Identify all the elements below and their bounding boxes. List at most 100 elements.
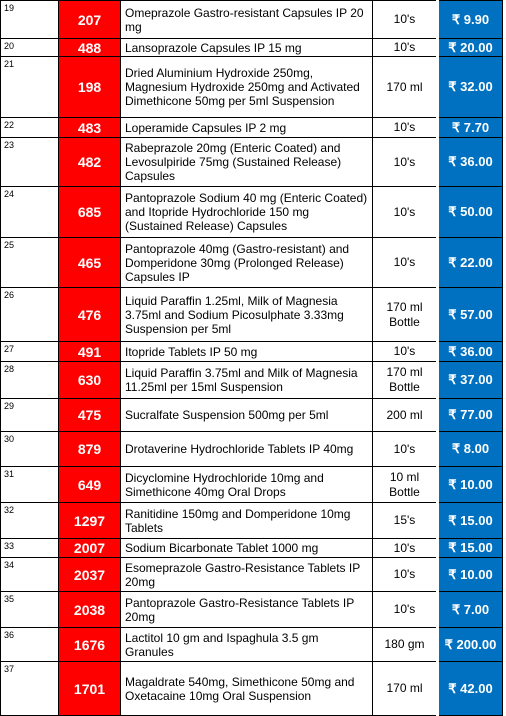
price: ₹ 7.70 — [436, 117, 503, 138]
pack-size: 10's — [372, 237, 438, 288]
pack-size: 10's — [372, 117, 438, 138]
pack-size: 10 ml Bottle — [372, 466, 438, 503]
row-number: 21 — [0, 56, 59, 118]
product-code: 879 — [58, 431, 121, 467]
table-row: 19 207 Omeprazole Gastro-resistant Capsule… — [0, 0, 503, 39]
product-code: 1701 — [58, 661, 121, 716]
price: ₹ 8.00 — [436, 431, 503, 467]
pack-size: 170 ml — [372, 56, 438, 118]
row-number: 30 — [0, 431, 59, 467]
product-name: Dried Aluminium Hydroxide 250mg, Magnesi… — [120, 56, 373, 118]
row-number: 29 — [0, 398, 59, 432]
pack-size: 10's — [372, 186, 438, 238]
price: ₹ 20.00 — [436, 38, 503, 57]
product-name: Sucralfate Suspension 500mg per 5ml — [120, 398, 373, 432]
pack-size: 10's — [372, 137, 438, 187]
pack-size: 10's — [372, 591, 438, 628]
price: ₹ 200.00 — [436, 627, 503, 662]
price: ₹ 10.00 — [436, 557, 503, 592]
row-number: 25 — [0, 237, 59, 288]
table-row: 23 482 Rabeprazole 20mg (Enteric Coated) a… — [0, 137, 503, 187]
product-code: 488 — [58, 38, 121, 57]
table-row: 36 1676 Lactitol 10 gm and Ispaghula 3.5 g… — [0, 627, 503, 662]
row-number: 35 — [0, 591, 59, 628]
row-number: 33 — [0, 538, 59, 558]
pack-size: 10's — [372, 341, 438, 362]
product-code: 630 — [58, 361, 121, 399]
table-row: 37 1701 Magaldrate 540mg, Simethicone 50mg… — [0, 661, 503, 716]
product-name: Pantoprazole Sodium 40 mg (Enteric Coate… — [120, 186, 373, 238]
price: ₹ 22.00 — [436, 237, 503, 288]
row-number: 27 — [0, 341, 59, 362]
product-code: 685 — [58, 186, 121, 238]
table-row: 33 2007 Sodium Bicarbonate Tablet 1000 mg 1… — [0, 538, 503, 558]
row-number: 23 — [0, 137, 59, 187]
price: ₹ 10.00 — [436, 466, 503, 503]
table-row: 29 475 Sucralfate Suspension 500mg per 5ml… — [0, 398, 503, 432]
table-row: 22 483 Loperamide Capsules IP 2 mg 10's ₹ 7.… — [0, 117, 503, 138]
product-code: 1297 — [58, 502, 121, 539]
price: ₹ 15.00 — [436, 538, 503, 558]
table-row: 32 1297 Ranitidine 150mg and Domperidone 1… — [0, 502, 503, 539]
row-number: 24 — [0, 186, 59, 238]
pack-size: 10's — [372, 557, 438, 592]
pack-size: 10's — [372, 0, 438, 39]
product-name: Omeprazole Gastro-resistant Capsules IP … — [120, 0, 373, 39]
price: ₹ 36.00 — [436, 137, 503, 187]
product-code: 476 — [58, 287, 121, 342]
table-row: 24 685 Pantoprazole Sodium 40 mg (Enteric … — [0, 186, 503, 238]
product-code: 198 — [58, 56, 121, 118]
product-code: 465 — [58, 237, 121, 288]
product-code: 649 — [58, 466, 121, 503]
product-name: Lansoprazole Capsules IP 15 mg — [120, 38, 373, 57]
product-name: Itopride Tablets IP 50 mg — [120, 341, 373, 362]
row-number: 22 — [0, 117, 59, 138]
row-number: 36 — [0, 627, 59, 662]
product-code: 475 — [58, 398, 121, 432]
pack-size: 170 ml Bottle — [372, 287, 438, 342]
row-number: 20 — [0, 38, 59, 57]
pack-size: 10's — [372, 38, 438, 57]
row-number: 37 — [0, 661, 59, 716]
price: ₹ 32.00 — [436, 56, 503, 118]
table-row: 31 649 Dicyclomine Hydrochloride 10mg and … — [0, 466, 503, 503]
table-row: 27 491 Itopride Tablets IP 50 mg 10's ₹ 36.0… — [0, 341, 503, 362]
row-number: 34 — [0, 557, 59, 592]
product-name: Magaldrate 540mg, Simethicone 50mg and O… — [120, 661, 373, 716]
pack-size: 10's — [372, 538, 438, 558]
pack-size: 170 ml Bottle — [372, 361, 438, 399]
product-name: Drotaverine Hydrochloride Tablets IP 40m… — [120, 431, 373, 467]
table-row: 35 2038 Pantoprazole Gastro-Resistance Tab… — [0, 591, 503, 628]
product-code: 2038 — [58, 591, 121, 628]
price: ₹ 50.00 — [436, 186, 503, 238]
pack-size: 200 ml — [372, 398, 438, 432]
product-code: 482 — [58, 137, 121, 187]
row-number: 26 — [0, 287, 59, 342]
table-row: 28 630 Liquid Paraffin 3.75ml and Milk of … — [0, 361, 503, 399]
product-name: Pantoprazole Gastro-Resistance Tablets I… — [120, 591, 373, 628]
product-name: Liquid Paraffin 1.25ml, Milk of Magnesia… — [120, 287, 373, 342]
price: ₹ 37.00 — [436, 361, 503, 399]
pack-size: 170 ml — [372, 661, 438, 716]
pack-size: 180 gm — [372, 627, 438, 662]
price: ₹ 77.00 — [436, 398, 503, 432]
price: ₹ 36.00 — [436, 341, 503, 362]
product-name: Rabeprazole 20mg (Enteric Coated) and Le… — [120, 137, 373, 187]
row-number: 32 — [0, 502, 59, 539]
price: ₹ 42.00 — [436, 661, 503, 716]
product-code: 491 — [58, 341, 121, 362]
table-row: 21 198 Dried Aluminium Hydroxide 250mg, Ma… — [0, 56, 503, 118]
price: ₹ 9.90 — [436, 0, 503, 39]
product-name: Esomeprazole Gastro-Resistance Tablets I… — [120, 557, 373, 592]
product-code: 207 — [58, 0, 121, 39]
table-row: 30 879 Drotaverine Hydrochloride Tablets I… — [0, 431, 503, 467]
product-name: Ranitidine 150mg and Domperidone 10mg Ta… — [120, 502, 373, 539]
product-name: Pantoprazole 40mg (Gastro-resistant) and… — [120, 237, 373, 288]
price: ₹ 7.00 — [436, 591, 503, 628]
product-name: Dicyclomine Hydrochloride 10mg and Simet… — [120, 466, 373, 503]
product-code: 483 — [58, 117, 121, 138]
pack-size: 15's — [372, 502, 438, 539]
table-row: 25 465 Pantoprazole 40mg (Gastro-resistant… — [0, 237, 503, 288]
